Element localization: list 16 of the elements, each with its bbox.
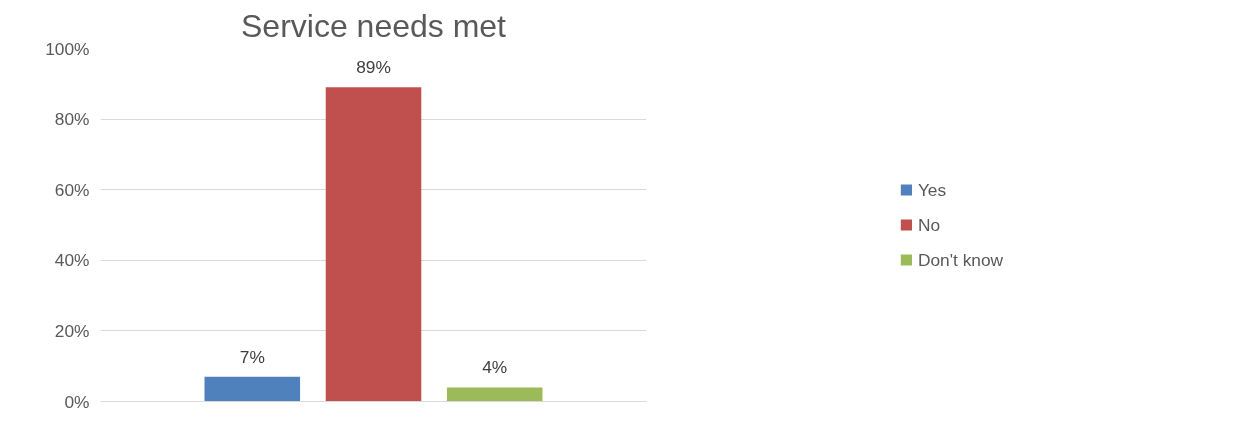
data-label: 4% [482, 357, 508, 378]
data-label: 7% [239, 346, 265, 367]
legend-label: Yes [917, 179, 947, 200]
y-tick-label: 60% [54, 179, 90, 200]
bar [446, 387, 543, 402]
y-tick-label: 20% [54, 320, 90, 341]
y-tick-label: 40% [54, 250, 90, 271]
legend-label: Don't know [917, 249, 1004, 270]
chart-title: Service needs met [240, 7, 507, 44]
bar [204, 376, 301, 402]
bar [325, 87, 422, 402]
legend-label: No [917, 214, 941, 235]
data-label: 89% [356, 57, 391, 78]
y-tick-label: 0% [64, 391, 90, 412]
y-tick-label: 80% [54, 109, 90, 130]
y-tick-label: 100% [45, 38, 90, 59]
